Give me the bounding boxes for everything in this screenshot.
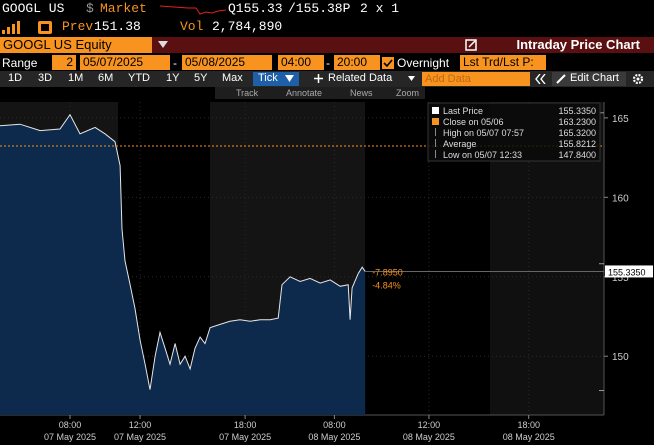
tool-button[interactable]: News — [350, 88, 373, 98]
last-price-tag-label: 155.3350 — [608, 267, 646, 277]
period-button[interactable]: 1M — [68, 72, 84, 84]
edit-chart[interactable]: Edit Chart — [570, 72, 619, 84]
legend-name: Last Price — [443, 106, 483, 116]
function-bar — [152, 37, 654, 53]
range-label: Range — [2, 56, 38, 70]
legend-name: Close on 05/06 — [443, 117, 504, 127]
pencil-icon — [556, 74, 566, 84]
y-tick-label: 155 — [612, 273, 629, 284]
last-price-tag — [605, 265, 653, 278]
period-button[interactable]: 1Y — [166, 72, 180, 84]
price-line — [0, 113, 366, 390]
ask: /155.38P — [288, 1, 351, 16]
time-dash: - — [326, 56, 330, 70]
legend-value: 155.8212 — [558, 139, 596, 149]
market: Market — [100, 1, 147, 16]
legend-name: High on 05/07 07:57 — [443, 128, 524, 138]
overnight-label: Overnight — [397, 56, 450, 70]
related-data[interactable]: Related Data — [328, 72, 393, 84]
time-start[interactable]: 04:00 — [278, 55, 324, 70]
x-tick-label: 18:00 — [517, 420, 540, 430]
range-count[interactable]: 2 — [52, 55, 76, 70]
change-annotation: -7.8950 — [372, 267, 403, 277]
edit-chart-bg[interactable] — [552, 72, 626, 86]
add-data-input[interactable]: Add Data — [422, 72, 530, 86]
overnight-checkbox[interactable] — [382, 57, 394, 69]
period-button[interactable]: YTD — [128, 72, 150, 84]
x-tick-date: 08 May 2025 — [503, 432, 555, 442]
tool-button[interactable]: Track — [236, 88, 259, 98]
mode-select[interactable]: Lst Trd/Lst P: — [460, 55, 546, 70]
chart-tools — [215, 87, 425, 99]
vol-label: Vol — [180, 19, 204, 34]
x-tick-label: 08:00 — [59, 420, 82, 430]
sparkline — [160, 5, 226, 15]
legend-value: 165.3200 — [558, 128, 596, 138]
x-tick-label: 08:00 — [323, 420, 346, 430]
function-title: Intraday Price Chart — [516, 37, 640, 52]
range-start[interactable]: 05/07/2025 — [80, 55, 170, 70]
x-tick-date: 07 May 2025 — [44, 432, 96, 442]
quote: Q155.33 — [228, 1, 283, 16]
legend-value: 147.8400 — [558, 150, 596, 160]
tick-arrow — [285, 75, 294, 82]
time-end[interactable]: 20:00 — [334, 55, 380, 70]
range-end[interactable]: 05/08/2025 — [182, 55, 272, 70]
period-button[interactable]: 1D — [8, 72, 23, 84]
y-tick-label: 150 — [612, 352, 629, 363]
vol: 2,784,890 — [212, 19, 283, 34]
tool-button[interactable]: Annotate — [286, 88, 323, 98]
legend-value: 163.2300 — [558, 117, 596, 127]
period-button[interactable]: 3D — [38, 72, 53, 84]
related-arrow — [408, 76, 415, 81]
status-icons — [2, 21, 52, 34]
legend-name: Low on 05/07 12:33 — [443, 150, 522, 160]
x-tick-label: 12:00 — [129, 420, 152, 430]
x-tick-date: 07 May 2025 — [219, 432, 271, 442]
x-tick-label: 18:00 — [234, 420, 257, 430]
legend-name: Average — [443, 139, 476, 149]
x-tick-label: 12:00 — [418, 420, 441, 430]
x-tick-date: 07 May 2025 — [114, 432, 166, 442]
x-tick-date: 08 May 2025 — [308, 432, 360, 442]
popout-icon[interactable] — [465, 39, 477, 51]
legend-value: 155.3350 — [558, 106, 596, 116]
tick-button[interactable]: Tick — [258, 72, 278, 84]
collapse-icon[interactable] — [535, 74, 546, 84]
dropdown-icon[interactable] — [158, 41, 168, 49]
currency: $ — [86, 1, 94, 16]
period-button[interactable]: 5Y — [194, 72, 208, 84]
ticker: GOOGL US — [2, 1, 65, 16]
legend-swatch — [432, 118, 439, 125]
period-button[interactable]: Max — [222, 72, 243, 84]
plus-icon — [314, 74, 323, 83]
legend-box — [427, 102, 601, 162]
y-tick-label: 160 — [612, 193, 629, 204]
range-dash: - — [173, 56, 177, 70]
settings-icon[interactable] — [632, 73, 644, 85]
legend-swatch — [432, 107, 439, 114]
change-annotation: -4.84% — [372, 280, 401, 290]
x-tick-date: 08 May 2025 — [403, 432, 455, 442]
tool-button[interactable]: Zoom — [396, 88, 420, 98]
prev: 151.38 — [94, 19, 141, 34]
size: 2 x 1 — [360, 1, 400, 16]
price-area — [0, 114, 366, 415]
security-input[interactable]: GOOGL US Equity — [0, 37, 152, 53]
y-tick-label: 165 — [612, 114, 629, 125]
period-button[interactable]: 6M — [98, 72, 114, 84]
prev-label: Prev — [62, 19, 94, 34]
price-chart: 150 155 160 165 08:00 07 May 2025 12:00 07 May … — [0, 102, 653, 442]
